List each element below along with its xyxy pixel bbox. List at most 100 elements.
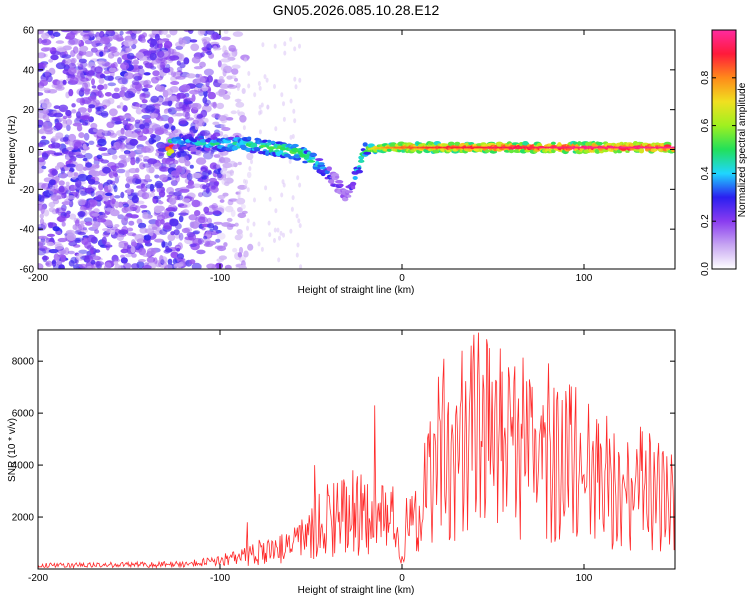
spectrogram-cell <box>289 36 293 42</box>
spectrogram-cell <box>179 188 190 193</box>
spectrogram-cell <box>172 257 178 265</box>
spectrogram-cell <box>60 30 72 33</box>
spectrogram-ylabel: Frequency (Hz) <box>7 116 18 185</box>
spectrogram-cell <box>181 198 191 203</box>
spectrogram-cell <box>97 84 105 91</box>
spectrogram-cell <box>97 138 107 147</box>
spectrogram-cell <box>240 233 244 239</box>
spectrogram-cell <box>191 262 202 269</box>
spectrogram-cell <box>141 192 150 200</box>
spectrogram-cell <box>68 150 74 158</box>
spectrogram-cell <box>198 192 203 198</box>
spectrogram-cell <box>128 168 138 174</box>
spectrogram-cell <box>215 163 221 169</box>
spectrogram-cell <box>196 249 206 255</box>
spectrogram-cell <box>236 197 246 205</box>
spectrogram-cell <box>369 143 374 147</box>
spectrogram-cell <box>291 143 299 148</box>
spectrogram-cell <box>246 218 250 224</box>
spectrogram-cell <box>175 45 184 50</box>
spectrogram-cell <box>138 222 147 229</box>
spectrogram-cell <box>167 116 174 124</box>
spectrogram-cell <box>232 247 238 253</box>
spectrogram-cell <box>186 73 196 79</box>
spectrogram-cell <box>196 119 205 127</box>
spectrogram-cell <box>167 149 175 154</box>
spectrogram-cell <box>213 221 223 225</box>
spectrogram-cell <box>68 141 73 146</box>
spectrogram-cell <box>123 150 131 155</box>
spectrogram-cell <box>221 222 232 227</box>
spectrogram-cell <box>210 102 217 107</box>
spectrogram-cell <box>58 104 69 113</box>
spectrogram-cell <box>115 34 124 42</box>
spectrogram-cell <box>150 134 161 142</box>
spectrogram-cell <box>355 169 364 174</box>
spectrogram-cell <box>76 111 81 119</box>
spectrogram-cell <box>315 158 324 162</box>
spectrogram-cell <box>42 255 48 263</box>
colorbar-ticks: 0.0 0.2 0.4 0.6 0.8 <box>700 70 736 276</box>
spectrogram-cell <box>120 217 128 224</box>
spectrogram-cell <box>198 216 208 224</box>
spectrogram-cell <box>65 119 73 126</box>
spectrogram-cell <box>132 67 140 73</box>
spectrogram-cell <box>58 185 65 193</box>
spectrogram-cell <box>148 231 154 236</box>
spectrogram-cell <box>114 201 119 209</box>
spectrogram-cell <box>176 247 181 252</box>
spectrogram-cell <box>95 42 103 47</box>
spectrogram-cell <box>41 101 52 109</box>
spectrogram-cell <box>327 179 335 184</box>
spectrogram-cell <box>136 238 146 244</box>
spectrogram-cell <box>43 126 53 132</box>
spectrogram-cell <box>170 251 179 259</box>
spectrogram-cell <box>39 79 48 87</box>
spectrogram-cell <box>83 88 91 92</box>
spectrogram-cell <box>178 215 184 223</box>
spectrogram-cell <box>122 105 128 112</box>
spectrogram-cell <box>177 203 185 207</box>
spectrogram-cell <box>218 88 226 96</box>
spectrogram-cell <box>169 30 178 36</box>
spectrogram-cell <box>66 32 76 40</box>
spectrogram-cell <box>157 85 166 93</box>
spectrogram-cell <box>203 206 210 214</box>
spectrogram-cell <box>76 124 83 132</box>
spectrogram-cell <box>234 77 238 82</box>
spectrogram-cell <box>80 31 91 37</box>
spectrogram-cell <box>215 238 221 243</box>
spectrogram-cell <box>153 205 163 214</box>
spectrogram-cell <box>345 190 354 194</box>
spectrogram-cell <box>38 193 42 201</box>
spectrogram-cell <box>94 195 104 201</box>
spectrogram-cell <box>79 263 87 269</box>
spectrogram-cell <box>49 179 56 186</box>
spectrogram-cell <box>253 92 257 98</box>
spectrogram-cell <box>139 227 148 234</box>
spectrogram-cell <box>266 139 272 143</box>
spectrogram-cell <box>119 102 124 110</box>
spectrogram-cell <box>142 163 152 168</box>
spectrogram-cell <box>126 227 134 232</box>
colorbar: 0.0 0.2 0.4 0.6 0.8 Normalized spectral ampl… <box>700 29 748 276</box>
spectrogram-cell <box>144 105 155 114</box>
spectrogram-cell <box>291 195 295 201</box>
spectrogram-cell <box>179 62 186 69</box>
spectrogram-cell <box>293 154 301 158</box>
spectrogram-cell <box>146 256 156 264</box>
spectrogram-cell <box>114 176 120 184</box>
spectrogram-cell <box>219 83 230 90</box>
spectrogram-cell <box>508 149 515 154</box>
spectrogram-cell <box>131 32 137 40</box>
spectrogram-cell <box>247 243 254 251</box>
spectrogram-cell <box>132 177 140 185</box>
spectrogram-cell <box>280 192 284 198</box>
spectrogram-cell <box>274 208 278 214</box>
spectrogram-cell <box>209 231 219 236</box>
spectrogram-cell <box>131 79 140 86</box>
spectrogram-cell <box>237 161 242 166</box>
spectrogram-cell <box>240 204 246 210</box>
spectrogram-cell <box>51 142 61 149</box>
